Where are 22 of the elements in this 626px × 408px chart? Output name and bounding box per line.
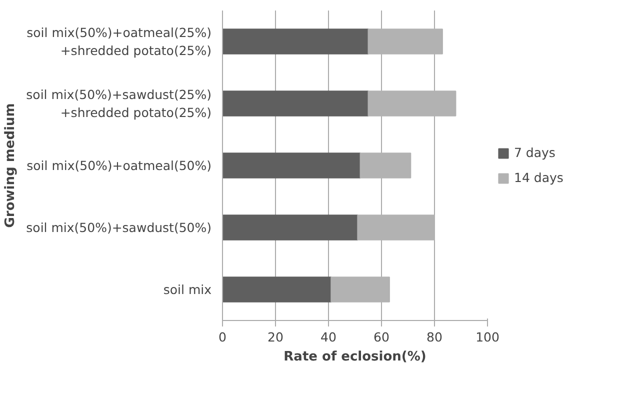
bar [330,276,390,302]
x-tick-label: 60 [374,330,390,344]
x-tick-label: 0 [218,330,227,344]
x-tick-label: 100 [476,330,500,344]
legend-label: 7 days [514,145,556,160]
x-tick-label: 80 [426,330,442,344]
y-tick-label: soil mix(50%)+oatmeal(25%) +shredded potato(25%) [26,25,212,58]
x-tick-label: 20 [268,330,284,344]
bar [222,28,369,54]
bar [222,276,332,302]
bar [360,152,412,178]
x-axis-title: Rate of eclosion(%) [284,350,426,364]
legend-label: 14 days [514,170,564,185]
y-axis-title: Growing medium [3,103,18,228]
bar [222,152,361,178]
bar [222,90,369,116]
y-tick-label: soil mix(50%)+sawdust(50%) [26,220,212,235]
y-tick-label: soil mix [163,282,212,297]
bar [222,214,358,240]
y-tick-label: soil mix(50%)+oatmeal(50%) [26,158,212,173]
y-tick-label: soil mix(50%)+sawdust(25%) +shredded potato(25%) [26,87,212,120]
x-tick-label: 40 [320,330,336,344]
